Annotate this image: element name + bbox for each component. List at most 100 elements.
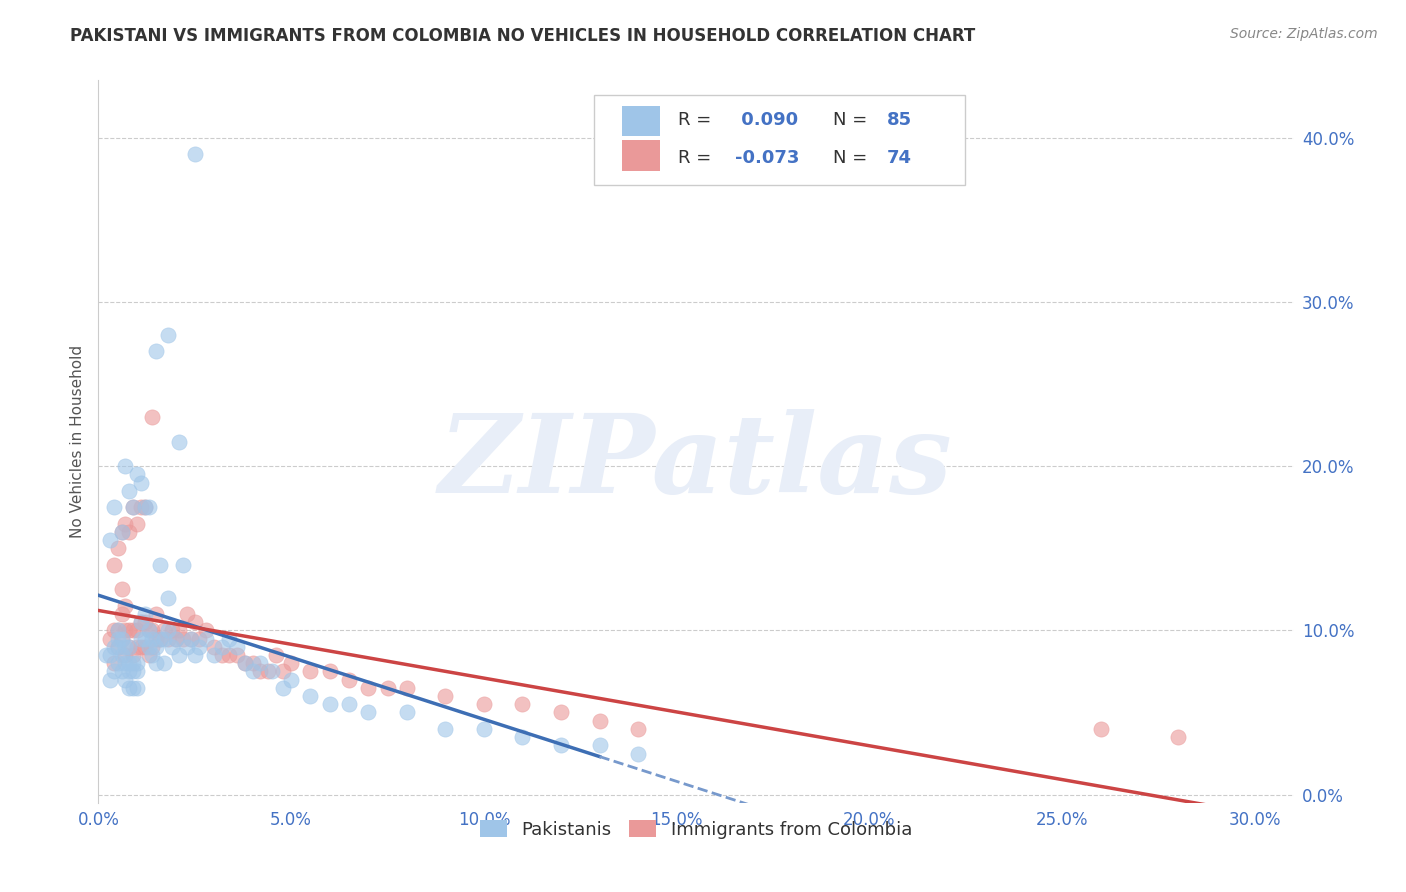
Point xyxy=(172,632,194,646)
Point xyxy=(249,657,271,671)
Point xyxy=(107,624,129,638)
Point xyxy=(180,632,202,646)
Point xyxy=(153,657,176,671)
Point xyxy=(337,698,360,712)
Legend: Pakistanis, Immigrants from Colombia: Pakistanis, Immigrants from Colombia xyxy=(471,811,921,848)
Point xyxy=(249,665,271,679)
Point xyxy=(211,640,233,654)
Text: N =: N = xyxy=(834,111,873,129)
Point xyxy=(273,681,295,695)
Point xyxy=(107,541,129,556)
Point xyxy=(176,607,198,621)
Point xyxy=(169,648,191,662)
Point xyxy=(122,681,145,695)
Point xyxy=(202,640,225,654)
Point xyxy=(114,657,136,671)
Point xyxy=(260,665,283,679)
Text: R =: R = xyxy=(678,111,717,129)
Point xyxy=(118,483,141,498)
Text: 0.090: 0.090 xyxy=(735,111,799,129)
Point xyxy=(138,500,160,515)
Point xyxy=(134,632,156,646)
Point xyxy=(357,681,380,695)
Text: PAKISTANI VS IMMIGRANTS FROM COLOMBIA NO VEHICLES IN HOUSEHOLD CORRELATION CHART: PAKISTANI VS IMMIGRANTS FROM COLOMBIA NO… xyxy=(70,27,976,45)
Point xyxy=(134,615,156,630)
Point xyxy=(134,640,156,654)
Point xyxy=(122,665,145,679)
FancyBboxPatch shape xyxy=(621,140,661,170)
Point xyxy=(141,632,163,646)
Point xyxy=(110,648,132,662)
Point xyxy=(114,640,136,654)
FancyBboxPatch shape xyxy=(621,105,661,136)
Point xyxy=(226,648,249,662)
Point xyxy=(153,632,176,646)
Point xyxy=(125,640,148,654)
Point xyxy=(299,689,322,703)
Point xyxy=(512,698,534,712)
Point xyxy=(319,665,342,679)
Point xyxy=(588,714,610,728)
Point xyxy=(141,624,163,638)
Point xyxy=(153,624,176,638)
Text: 85: 85 xyxy=(887,111,912,129)
Point xyxy=(114,673,136,687)
Point xyxy=(184,147,207,161)
Point xyxy=(165,632,187,646)
Point xyxy=(145,632,167,646)
Point xyxy=(118,665,141,679)
Text: -0.073: -0.073 xyxy=(735,149,800,167)
Point xyxy=(107,640,129,654)
Point xyxy=(149,632,172,646)
Point xyxy=(627,747,650,761)
Point xyxy=(299,665,322,679)
Point xyxy=(103,500,125,515)
Point xyxy=(118,624,141,638)
FancyBboxPatch shape xyxy=(595,95,965,185)
Point xyxy=(156,624,179,638)
Point xyxy=(107,632,129,646)
Point xyxy=(257,665,280,679)
Point xyxy=(138,648,160,662)
Point xyxy=(1090,722,1112,736)
Point xyxy=(114,459,136,474)
Point xyxy=(125,516,148,531)
Point xyxy=(588,739,610,753)
Text: Source: ZipAtlas.com: Source: ZipAtlas.com xyxy=(1230,27,1378,41)
Point xyxy=(129,500,152,515)
Point xyxy=(434,689,457,703)
Point xyxy=(122,500,145,515)
Point xyxy=(98,632,121,646)
Point xyxy=(129,632,152,646)
Point xyxy=(114,648,136,662)
Point xyxy=(98,533,121,547)
Point xyxy=(118,681,141,695)
Point xyxy=(280,657,302,671)
Point xyxy=(242,665,264,679)
Point xyxy=(195,632,218,646)
Point xyxy=(337,673,360,687)
Point xyxy=(110,632,132,646)
Point xyxy=(103,558,125,572)
Point xyxy=(134,607,156,621)
Point xyxy=(233,657,256,671)
Point xyxy=(94,648,117,662)
Point xyxy=(114,624,136,638)
Point xyxy=(218,648,240,662)
Point xyxy=(125,681,148,695)
Point xyxy=(512,730,534,744)
Point xyxy=(180,632,202,646)
Point xyxy=(472,722,495,736)
Point xyxy=(122,500,145,515)
Point xyxy=(118,524,141,539)
Point xyxy=(122,624,145,638)
Point xyxy=(145,344,167,359)
Point xyxy=(184,648,207,662)
Point xyxy=(145,607,167,621)
Point xyxy=(211,648,233,662)
Point xyxy=(103,657,125,671)
Point xyxy=(141,640,163,654)
Point xyxy=(172,558,194,572)
Point xyxy=(195,624,218,638)
Point xyxy=(129,640,152,654)
